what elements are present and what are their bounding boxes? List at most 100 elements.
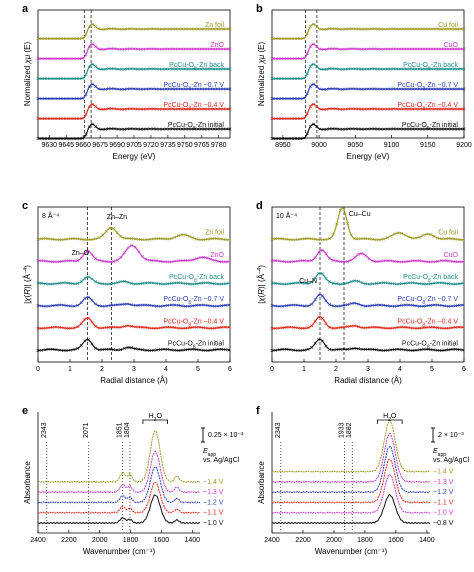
x-tick-label: 5: [430, 366, 434, 373]
x-tick-label: 4: [164, 366, 168, 373]
x-tick-label: 9000: [311, 142, 327, 149]
legend-subtitle: vs. Ag/AgCl: [433, 457, 470, 464]
data-markers: [270, 102, 466, 121]
series-label: −1.0 V: [203, 520, 224, 527]
series-label: PcCu-O8-Zn back: [169, 274, 224, 284]
series-label: ZnO: [210, 252, 224, 259]
series-line: [37, 429, 201, 484]
x-tick-label: 6: [228, 366, 232, 373]
series-line: [271, 432, 431, 484]
data-markers: [36, 42, 232, 61]
series-label: −1.3 V: [203, 489, 224, 496]
data-markers: [36, 22, 232, 41]
legend-subtitle: vs. Ag/AgCl: [203, 457, 240, 464]
series-label: −1.1 V: [203, 510, 224, 517]
h2o-bracket: [376, 419, 403, 424]
x-tick-label: 1400: [184, 537, 200, 544]
x-axis-label: Energy (eV): [113, 152, 156, 161]
panel-label: a: [22, 3, 29, 15]
x-tick-label: 9630: [42, 142, 58, 149]
panel-label: e: [22, 405, 28, 417]
series-label: PcCu-O8-Zn −0.4 V: [397, 102, 458, 112]
x-tick-label: 2000: [92, 537, 108, 544]
y-axis-label: Normalized χμ (E): [23, 42, 32, 107]
x-tick-label: 1: [68, 366, 72, 373]
data-markers: [36, 338, 231, 353]
x-tick-label: 9765: [194, 142, 210, 149]
data-markers: [36, 82, 232, 101]
x-tick-label: 0: [270, 366, 274, 373]
band-label: 1851: [117, 422, 124, 438]
x-tick-label: 9690: [109, 142, 125, 149]
y-axis-label: |χ(R)| (Å−4): [23, 265, 32, 304]
x-tick-label: 9675: [92, 142, 108, 149]
series-line: [37, 450, 200, 494]
x-axis-label: Radial distance (Å): [100, 376, 168, 385]
data-markers: [270, 22, 466, 41]
series-line: [271, 249, 465, 263]
x-tick-label: 9720: [143, 142, 159, 149]
series-label: Cu foil: [438, 230, 458, 237]
x-axis-label: Wavenumber (cm⁻¹): [315, 547, 388, 556]
panel-a: a 9630 9645 9660 9675 9690 9705 9720 9735 9750 976…: [22, 3, 232, 161]
x-tick-label: 8950: [275, 142, 291, 149]
x-tick-label: 6: [462, 366, 466, 373]
data-markers: [270, 271, 465, 286]
series-label: PcCu-O8-Zn −0.4 V: [163, 102, 224, 112]
data-markers: [36, 122, 232, 141]
series-label: PcCu-O8-Zn −0.7 V: [163, 296, 224, 306]
data-markers: [36, 295, 231, 308]
h2o-label: H2O: [383, 413, 397, 423]
series-line: [37, 494, 201, 525]
series-line: [271, 445, 431, 494]
band-label: 1804: [124, 422, 131, 438]
scale-bar-label: 2 × 10⁻³: [438, 432, 464, 439]
series-line: [38, 23, 230, 40]
series-label: ZnO: [210, 42, 224, 49]
panel-label: f: [256, 405, 260, 417]
h2o-bracket: [142, 419, 168, 424]
series-line: [37, 244, 231, 263]
series-label: −1.1 V: [433, 499, 454, 506]
data-markers: [270, 293, 465, 308]
data-markers: [36, 275, 231, 286]
x-tick-label: 2400: [264, 537, 280, 544]
x-tick-label: 5: [196, 366, 200, 373]
series-label: PcCu-O8-Zn −0.7 V: [163, 82, 224, 92]
series-line: [272, 23, 464, 40]
x-tick-label: 9200: [456, 142, 472, 149]
series-label: Cu foil: [438, 22, 458, 29]
panel-label: c: [22, 200, 28, 212]
series-label: PcCu-O8-Zn initial: [168, 122, 225, 132]
plot-frame: [271, 9, 465, 139]
x-axis-label: Radial distance (Å): [334, 376, 402, 385]
series-label: −1.4 V: [203, 479, 224, 486]
data-markers: [270, 248, 465, 264]
series-line: [37, 466, 201, 504]
x-axis-label: Energy (eV): [347, 152, 390, 161]
data-markers: [36, 243, 231, 264]
series-label: −1.3 V: [433, 479, 454, 486]
x-tick-label: 1600: [388, 537, 404, 544]
legend-title: Eapp: [203, 448, 216, 458]
bond-annotation: Zn–O: [72, 250, 90, 257]
series-label: PcCu-O8-Zn back: [169, 62, 224, 72]
x-tick-label: 9660: [75, 142, 91, 149]
x-tick-label: 9705: [126, 142, 142, 149]
bond-annotation: Cu–Cu: [349, 211, 371, 218]
x-tick-label: 1: [302, 366, 306, 373]
series-label: Zn foil: [205, 230, 225, 237]
x-tick-label: 0: [36, 366, 40, 373]
band-label: 1933: [338, 422, 345, 438]
x-tick-label: 9050: [348, 142, 364, 149]
bond-annotation: Zn–Zn: [107, 214, 127, 221]
panel-d: d 0 1 2 3 4 5 6 Radial distance (Å) |χ(R)| (Å−4) C…: [256, 200, 466, 385]
series-line: [38, 43, 230, 60]
x-tick-label: 9780: [211, 142, 227, 149]
series-label: −0.8 V: [433, 520, 454, 527]
bond-annotation: Cu–N: [299, 278, 317, 285]
scale-bar-label: 0.25 × 10⁻³: [208, 432, 244, 439]
series-label: PcCu-O8-Zn −0.7 V: [397, 82, 458, 92]
data-markers: [270, 315, 465, 330]
